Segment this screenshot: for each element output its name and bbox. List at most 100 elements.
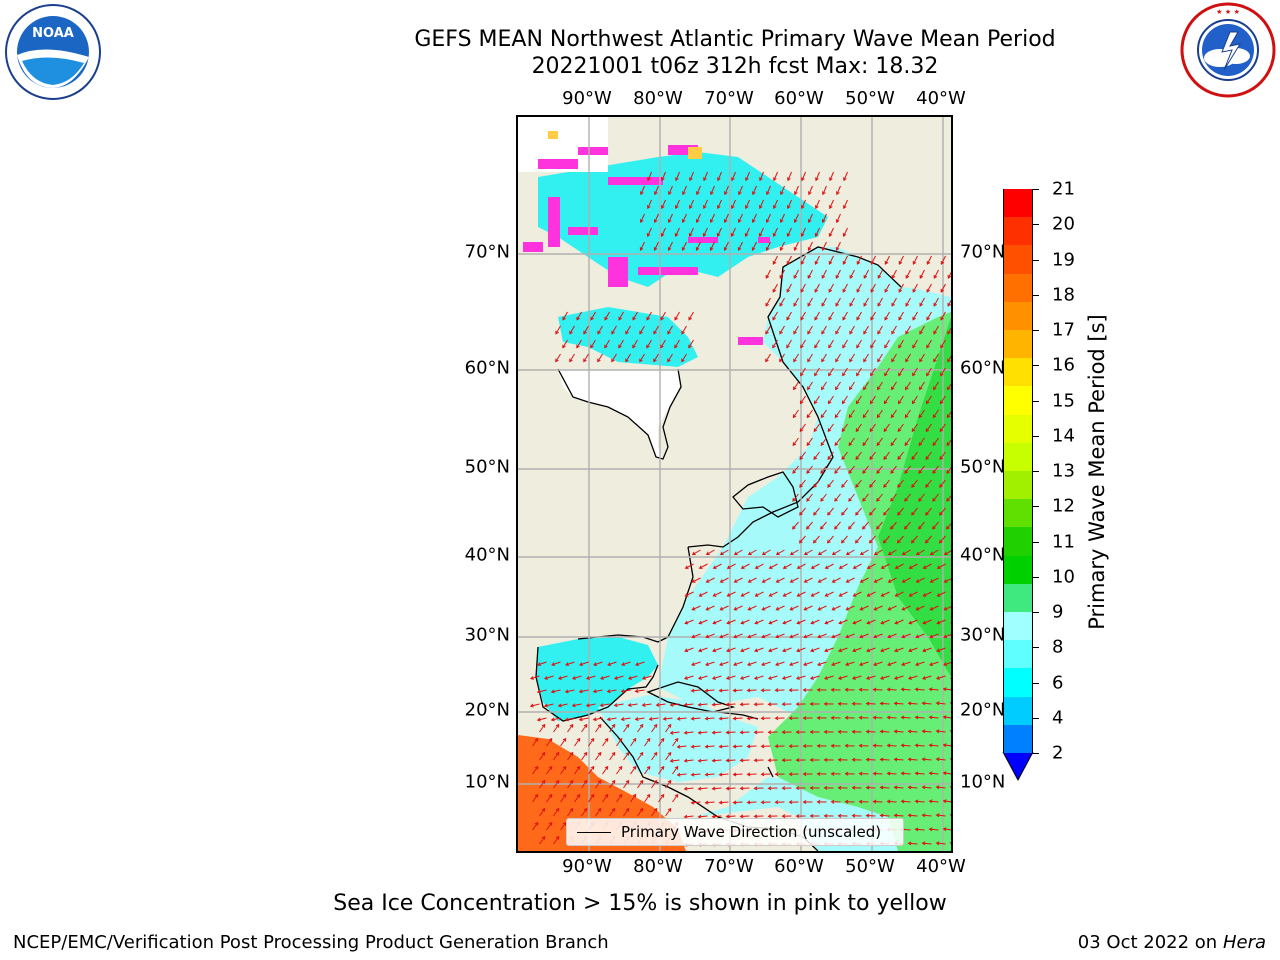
wave-arrow bbox=[635, 717, 645, 720]
wave-arrow bbox=[846, 549, 855, 555]
wave-arrow-head bbox=[946, 497, 950, 502]
lat-label-left: 20°N bbox=[464, 699, 510, 721]
wave-arrow-head bbox=[802, 688, 807, 693]
wave-arrow-head bbox=[718, 716, 723, 721]
wave-arrow bbox=[884, 367, 890, 376]
wave-arrow-head bbox=[828, 288, 833, 293]
wave-arrow bbox=[940, 339, 946, 348]
wave-arrow-head bbox=[683, 786, 688, 791]
wave-arrow-head bbox=[849, 274, 854, 279]
wave-arrow bbox=[827, 535, 834, 544]
wave-arrow bbox=[719, 661, 729, 666]
wave-arrow-head bbox=[698, 648, 703, 653]
wave-arrow-head bbox=[779, 247, 784, 251]
wave-arrow-head bbox=[767, 758, 772, 763]
wave-arrow-head bbox=[814, 260, 819, 265]
wave-arrow bbox=[583, 325, 589, 335]
wave-arrow-head bbox=[541, 723, 546, 728]
wave-arrow-head bbox=[841, 456, 846, 460]
wave-arrow-head bbox=[717, 177, 721, 182]
wave-arrow-head bbox=[947, 330, 951, 335]
wave-arrow bbox=[593, 661, 603, 666]
wave-arrow bbox=[842, 255, 848, 265]
wave-arrow-head bbox=[583, 330, 587, 335]
wave-arrow bbox=[574, 766, 581, 775]
wave-arrow-head bbox=[848, 525, 852, 530]
wave-arrow-head bbox=[760, 688, 765, 693]
wave-arrow-head bbox=[803, 606, 808, 611]
wave-arrow bbox=[713, 591, 722, 597]
wave-arrow bbox=[863, 325, 869, 335]
wave-arrow-head bbox=[667, 330, 671, 335]
wave-arrow-head bbox=[887, 634, 892, 639]
wave-arrow-head bbox=[773, 177, 777, 182]
wave-arrow-head bbox=[597, 751, 602, 756]
wave-arrow-head bbox=[905, 330, 909, 335]
wave-arrow-head bbox=[821, 386, 825, 391]
wave-arrow-head bbox=[911, 484, 915, 488]
wave-arrow-head bbox=[788, 744, 793, 749]
wave-arrow bbox=[611, 353, 617, 362]
wave-arrow bbox=[579, 689, 589, 693]
wave-arrow bbox=[677, 745, 687, 748]
wave-arrow-head bbox=[767, 786, 772, 791]
wave-arrow bbox=[820, 437, 827, 446]
wave-arrow-head bbox=[597, 358, 601, 363]
wave-arrow bbox=[888, 605, 897, 611]
wave-arrow-head bbox=[858, 771, 863, 776]
wave-arrow-head bbox=[877, 330, 881, 335]
wave-arrow bbox=[905, 381, 911, 390]
wave-arrow-head bbox=[767, 676, 772, 680]
wave-arrow bbox=[929, 828, 939, 831]
colorbar-segment bbox=[1004, 442, 1032, 472]
wave-arrow bbox=[532, 794, 539, 803]
wave-arrow-head bbox=[746, 716, 751, 721]
wave-arrow bbox=[799, 479, 806, 488]
wave-arrow bbox=[818, 605, 827, 611]
wave-arrow-head bbox=[814, 288, 819, 293]
wave-arrow bbox=[691, 689, 701, 692]
wave-arrow bbox=[786, 311, 792, 321]
wave-arrow bbox=[787, 199, 792, 209]
wave-arrow-head bbox=[611, 807, 616, 812]
wave-arrow bbox=[654, 185, 659, 195]
wave-arrow-head bbox=[915, 551, 920, 555]
wave-arrow bbox=[926, 367, 932, 376]
wave-arrow-head bbox=[583, 358, 587, 363]
wave-arrow bbox=[738, 213, 743, 223]
wave-arrow-head bbox=[583, 807, 588, 812]
wave-arrow bbox=[752, 185, 757, 195]
wave-arrow bbox=[801, 227, 806, 237]
wave-arrow bbox=[835, 297, 841, 307]
wave-arrow-head bbox=[914, 771, 919, 776]
wave-arrow-head bbox=[817, 579, 822, 583]
wave-arrow bbox=[929, 772, 939, 775]
wave-arrow-head bbox=[911, 428, 916, 433]
wave-arrow bbox=[855, 479, 862, 488]
wave-arrow bbox=[637, 780, 644, 789]
colorbar-tick-label: 2 bbox=[1052, 742, 1064, 764]
wave-arrow-head bbox=[901, 662, 906, 666]
wave-arrow bbox=[813, 479, 820, 488]
wave-arrow bbox=[898, 367, 904, 376]
lat-label-left: 70°N bbox=[464, 241, 510, 263]
map-legend: Primary Wave Direction (unscaled) bbox=[566, 818, 904, 846]
wave-arrow bbox=[811, 563, 820, 569]
wave-arrow-head bbox=[884, 288, 889, 293]
wave-arrow-head bbox=[676, 772, 681, 777]
wave-arrow bbox=[831, 633, 841, 638]
wave-arrow bbox=[558, 675, 568, 680]
wave-arrow-head bbox=[872, 799, 877, 804]
wave-arrow bbox=[616, 766, 623, 775]
wave-arrow-head bbox=[775, 634, 780, 639]
wave-arrow bbox=[699, 619, 708, 624]
wave-arrow-head bbox=[768, 648, 773, 653]
wave-arrow bbox=[705, 773, 715, 776]
wave-arrow-head bbox=[830, 771, 835, 776]
wave-arrow bbox=[915, 716, 925, 719]
wave-arrow-head bbox=[753, 758, 758, 763]
wave-arrow-head bbox=[739, 730, 744, 735]
wave-arrow bbox=[811, 619, 820, 624]
wave-arrow-head bbox=[800, 288, 805, 293]
wave-arrow bbox=[908, 675, 918, 680]
